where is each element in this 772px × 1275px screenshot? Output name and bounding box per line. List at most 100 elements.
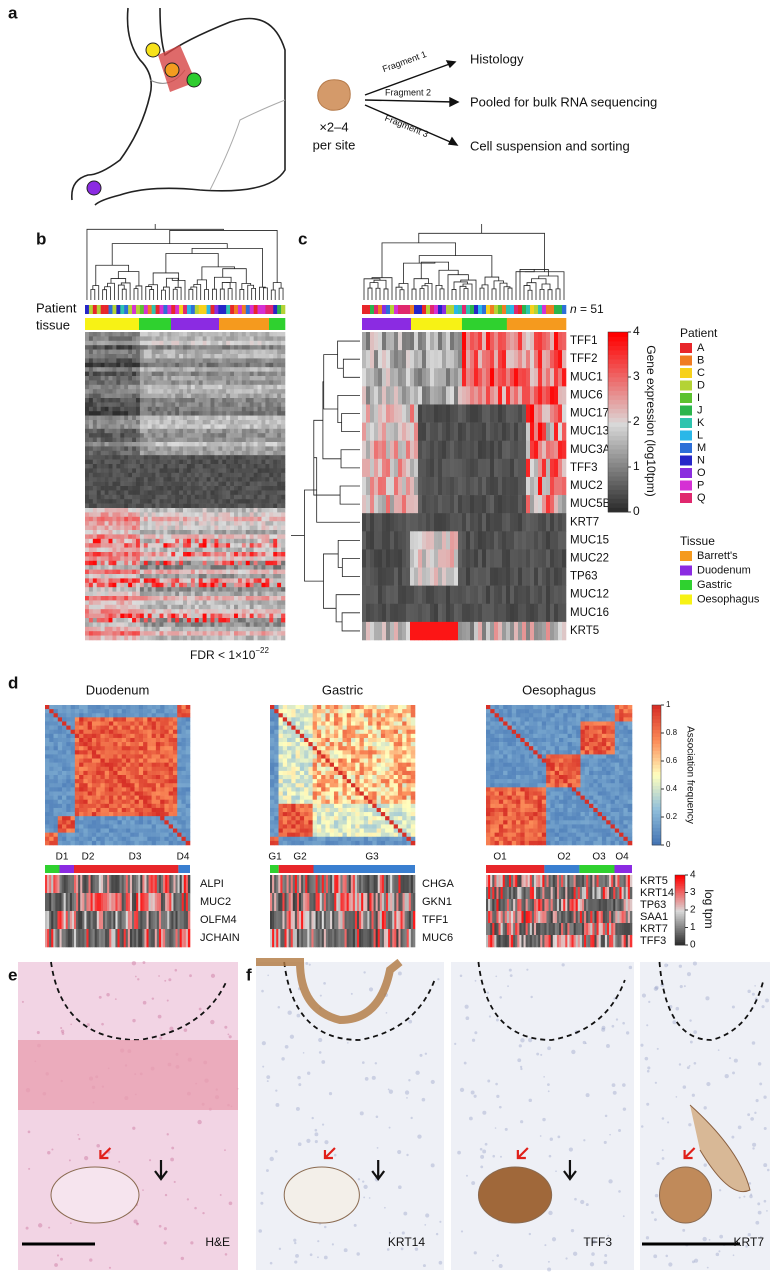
heatmap-cell [96,560,101,566]
heatmap-cell [546,513,551,532]
cell-texture [718,1250,721,1253]
heatmap-cell [175,437,180,443]
heatmap-cell [277,371,282,377]
heatmap-cell [518,458,523,478]
heatmap-cell [190,367,196,372]
heatmap-cell [108,560,113,566]
cell-texture [219,1194,222,1196]
heatmap-cell [218,578,223,584]
heatmap-cell [85,538,90,544]
heatmap-cell [92,464,98,469]
heatmap-cell [135,591,141,597]
heatmap-cell [202,402,207,408]
cell-texture [60,1257,63,1261]
heatmap-cell [198,613,203,619]
heatmap-cell [218,490,223,496]
heatmap-cell [159,626,164,632]
heatmap-cell [186,433,192,438]
cell-texture [706,1266,709,1269]
cell-texture [759,1236,762,1238]
heatmap-cell [116,332,121,337]
cell-texture [403,1211,408,1216]
heatmap-cell [269,380,274,386]
heatmap-cell [85,371,90,377]
heatmap-cell [88,508,94,513]
heatmap-cell [253,362,258,368]
heatmap-cell [104,538,109,544]
heatmap-cell [88,468,94,474]
heatmap-cell [143,538,149,544]
heatmap-cell [167,402,172,408]
heatmap-cell [206,464,211,469]
heatmap-cell [147,512,152,518]
heatmap-cell [112,459,117,465]
heatmap-cell [151,486,156,491]
dendrogram-branch [241,283,252,290]
heatmap-cell [273,455,278,460]
cell-texture [385,1012,388,1014]
heatmap-cell [218,494,223,500]
heatmap-cell [257,362,262,368]
heatmap-cell [108,345,113,350]
heatmap-cell [151,424,156,430]
heatmap-cell [206,543,211,548]
heatmap-cell [237,591,243,597]
heatmap-cell [194,464,200,469]
heatmap-cell [128,626,133,632]
heatmap-cell [198,446,203,452]
heatmap-cell [139,477,145,482]
heatmap-cell [430,531,435,550]
heatmap-cell [394,458,399,478]
panel-label: d [8,673,18,692]
heatmap-cell [104,345,109,350]
heatmap-cell [159,349,164,355]
heatmap-cell [486,440,491,460]
cell-texture [747,1113,751,1117]
heatmap-cell [226,574,231,579]
heatmap-cell [159,442,164,447]
micrograph [256,962,444,1270]
heatmap-cell [179,587,184,592]
heatmap-cell [167,622,172,628]
heatmap-cell [470,458,475,478]
heatmap-cell [237,428,243,434]
heatmap-cell [143,560,149,566]
heatmap-cell [139,538,145,544]
heatmap-cell [249,358,254,364]
heatmap-cell [234,468,239,474]
arrow-red [516,1147,529,1160]
heatmap-cell [96,626,101,632]
cell-texture [482,1110,487,1115]
heatmap-cell [147,481,152,487]
heatmap-cell [85,367,90,372]
heatmap-cell [124,512,129,518]
heatmap-cell [135,354,141,359]
heatmap-cell [163,332,168,337]
heatmap-cell [450,332,455,351]
heatmap-cell [108,468,113,474]
heatmap-cell [422,368,427,387]
heatmap-cell [450,368,455,387]
heatmap-cell [281,613,286,619]
heatmap-cell [88,349,94,355]
heatmap-cell [261,380,266,386]
heatmap-cell [226,565,231,570]
heatmap-cell [438,368,443,387]
heatmap-cell [494,495,499,514]
heatmap-cell [234,428,239,434]
heatmap-cell [96,486,101,491]
heatmap-cell [100,376,105,381]
heatmap-cell [281,609,286,614]
heatmap-cell [112,574,117,579]
heatmap-cell [159,424,164,430]
heatmap-cell [151,332,156,337]
heatmap-cell [281,367,286,372]
heatmap-cell [206,508,211,513]
heatmap-cell [265,384,270,390]
cell-texture [528,1232,532,1236]
cell-texture [738,1196,741,1199]
heatmap-cell [422,440,427,460]
cell-texture [580,1199,585,1205]
heatmap-cell [96,455,101,460]
heatmap-cell [249,481,254,487]
